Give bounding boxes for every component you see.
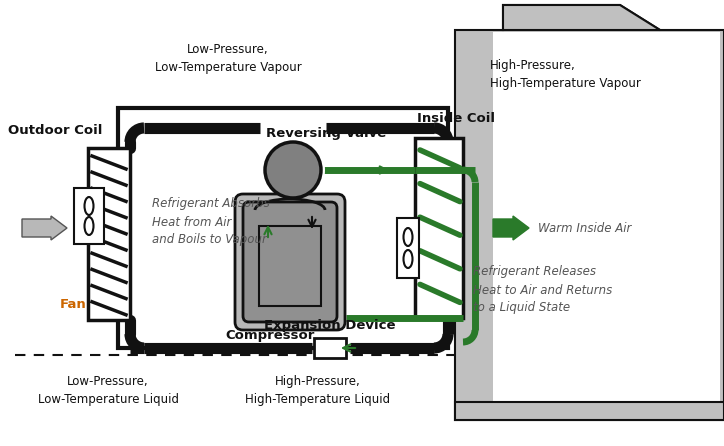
Text: Low-Pressure,
Low-Temperature Vapour: Low-Pressure, Low-Temperature Vapour — [155, 42, 301, 74]
Bar — [259, 226, 321, 306]
Bar — [397, 218, 419, 278]
Polygon shape — [503, 5, 660, 30]
FancyArrow shape — [493, 216, 529, 240]
Polygon shape — [455, 5, 724, 420]
Ellipse shape — [85, 197, 93, 215]
FancyBboxPatch shape — [243, 202, 337, 322]
Text: Outdoor Coil: Outdoor Coil — [8, 124, 102, 136]
Bar — [415, 138, 463, 318]
FancyArrow shape — [22, 216, 67, 240]
Text: Reversing Valve: Reversing Valve — [266, 127, 386, 140]
Text: Refrigerant Releases
Heat to Air and Returns
to a Liquid State: Refrigerant Releases Heat to Air and Ret… — [473, 265, 613, 314]
Polygon shape — [493, 32, 720, 415]
Text: Compressor: Compressor — [225, 329, 315, 342]
Ellipse shape — [403, 250, 413, 268]
Text: Warm Inside Air: Warm Inside Air — [538, 222, 631, 235]
Text: High-Pressure,
High-Temperature Liquid: High-Pressure, High-Temperature Liquid — [245, 375, 390, 405]
Text: High-Pressure,
High-Temperature Vapour: High-Pressure, High-Temperature Vapour — [490, 59, 641, 91]
Bar — [88, 148, 130, 320]
Bar — [314, 338, 346, 358]
FancyBboxPatch shape — [235, 194, 345, 330]
Bar — [455, 402, 724, 420]
Text: Inside Coil: Inside Coil — [417, 112, 495, 124]
Bar — [118, 108, 448, 348]
Bar — [74, 188, 104, 244]
Ellipse shape — [85, 217, 93, 235]
Text: Low-Pressure,
Low-Temperature Liquid: Low-Pressure, Low-Temperature Liquid — [38, 375, 179, 405]
Text: Fan: Fan — [60, 298, 87, 311]
Circle shape — [261, 138, 325, 202]
Text: Expansion Device: Expansion Device — [264, 318, 396, 331]
Ellipse shape — [403, 228, 413, 246]
Circle shape — [265, 142, 321, 198]
Text: Refrigerant Absorbs
Heat from Air
and Boils to Vapour: Refrigerant Absorbs Heat from Air and Bo… — [152, 198, 270, 247]
